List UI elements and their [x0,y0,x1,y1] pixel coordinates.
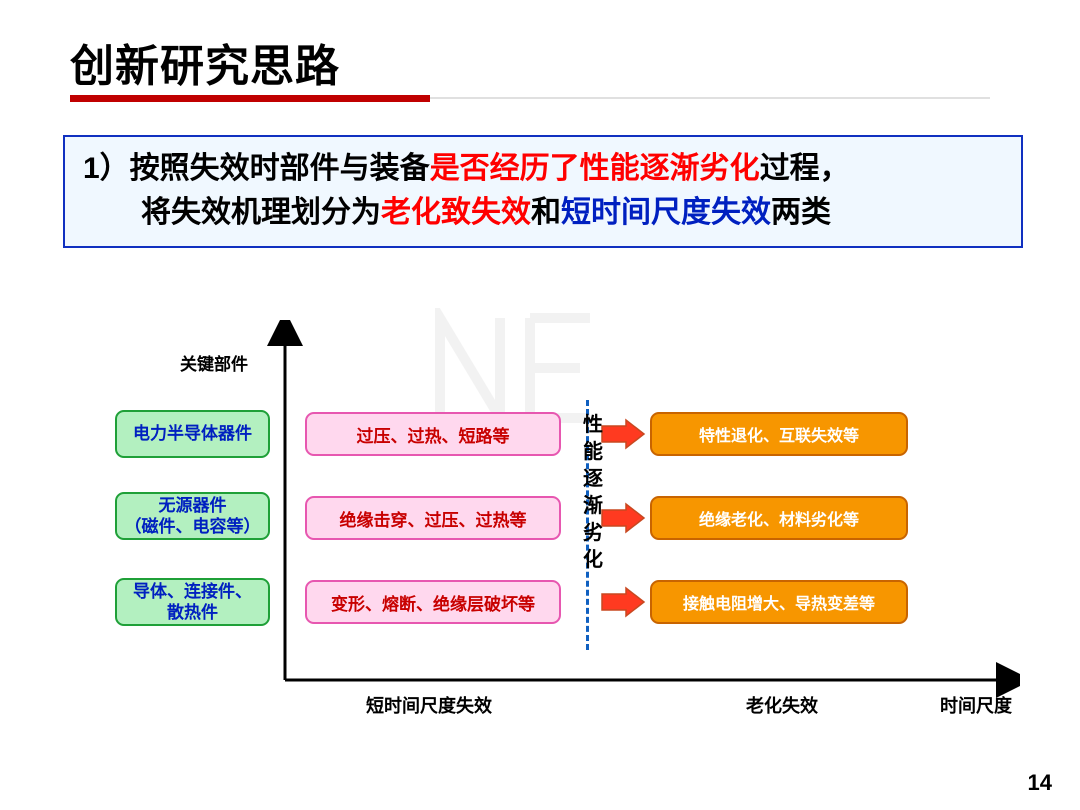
callout-line1: 1）按照失效时部件与装备是否经历了性能逐渐劣化过程， [83,147,1003,191]
aging-failure-box-2: 接触电阻增大、导热变差等 [650,580,908,624]
component-box-2: 导体、连接件、 散热件 [115,578,270,626]
diagram-area: 关键部件 电力半导体器件无源器件 （磁件、电容等）导体、连接件、 散热件 过压、… [120,320,1020,740]
page-number: 14 [1028,770,1052,796]
arrow-icon-0 [600,418,646,450]
x-axis-label-0: 短时间尺度失效 [366,692,492,718]
slide-title: 创新研究思路 [0,0,1080,94]
arrow-icon-2 [600,586,646,618]
component-box-0: 电力半导体器件 [115,410,270,458]
callout-box: 1）按照失效时部件与装备是否经历了性能逐渐劣化过程， 将失效机理划分为老化致失效… [63,135,1023,248]
arrow-icon-1 [600,502,646,534]
title-underline [70,95,990,102]
callout-line2: 将失效机理划分为老化致失效和短时间尺度失效两类 [83,191,1003,235]
x-axis-label-2: 时间尺度 [940,692,1012,718]
divider-label: 性 能 逐 渐 劣 化 [582,412,604,574]
aging-failure-box-0: 特性退化、互联失效等 [650,412,908,456]
short-failure-box-1: 绝缘击穿、过压、过热等 [305,496,561,540]
short-failure-box-0: 过压、过热、短路等 [305,412,561,456]
short-failure-box-2: 变形、熔断、绝缘层破坏等 [305,580,561,624]
aging-failure-box-1: 绝缘老化、材料劣化等 [650,496,908,540]
component-box-1: 无源器件 （磁件、电容等） [115,492,270,540]
x-axis-label-1: 老化失效 [746,692,818,718]
